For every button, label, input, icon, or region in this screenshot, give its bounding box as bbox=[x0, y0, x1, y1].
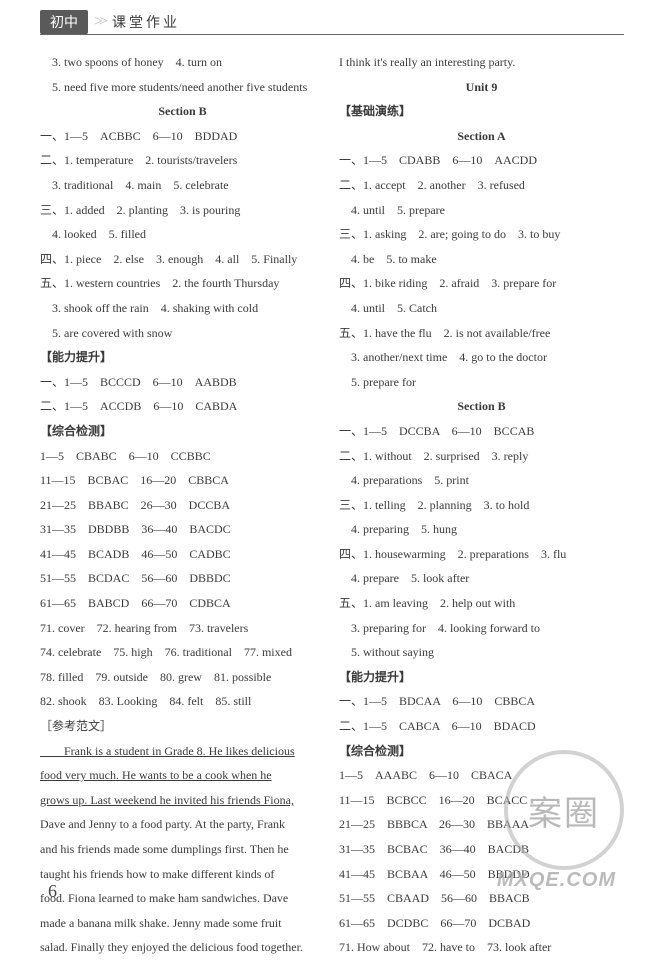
text-line: 4. preparations 5. print bbox=[339, 468, 624, 493]
text-line: 21—25 BBABC 26—30 DCCBA bbox=[40, 493, 325, 518]
text-line: ［参考范文］ bbox=[40, 714, 325, 739]
text-line: 【能力提升】 bbox=[40, 345, 325, 370]
text-line: 五、1. have the flu 2. is not available/fr… bbox=[339, 321, 624, 346]
text-line: 3. traditional 4. main 5. celebrate bbox=[40, 173, 325, 198]
text-line: 3. shook off the rain 4. shaking with co… bbox=[40, 296, 325, 321]
text-line: 4. until 5. Catch bbox=[339, 296, 624, 321]
text-line: 3. two spoons of honey 4. turn on bbox=[40, 50, 325, 75]
text-line: 三、1. telling 2. planning 3. to hold bbox=[339, 493, 624, 518]
text-line: 41—45 BCADB 46—50 CADBC bbox=[40, 542, 325, 567]
text-line: 71. How about 72. have to 73. look after bbox=[339, 935, 624, 960]
text-line: 一、1—5 BDCAA 6—10 CBBCA bbox=[339, 689, 624, 714]
text-line: 31—35 BCBAC 36—40 BACDB bbox=[339, 837, 624, 862]
text-line: 五、1. am leaving 2. help out with bbox=[339, 591, 624, 616]
text-line: Frank is a student in Grade 8. He likes … bbox=[40, 739, 325, 764]
text-line: 4. prepare 5. look after bbox=[339, 566, 624, 591]
text-line: 五、1. western countries 2. the fourth Thu… bbox=[40, 271, 325, 296]
text-line: taught his friends how to make different… bbox=[40, 862, 325, 887]
text-line: 四、1. housewarming 2. preparations 3. flu bbox=[339, 542, 624, 567]
text-line: 51—55 BCDAC 56—60 DBBDC bbox=[40, 566, 325, 591]
header-title: 课堂作业 bbox=[112, 12, 180, 32]
text-line: 1—5 AAABC 6—10 CBACA bbox=[339, 763, 624, 788]
text-line: grows up. Last weekend he invited his fr… bbox=[40, 788, 325, 813]
header-divider bbox=[40, 34, 624, 35]
text-line: 四、1. bike riding 2. afraid 3. prepare fo… bbox=[339, 271, 624, 296]
text-line: 5. are covered with snow bbox=[40, 321, 325, 346]
text-line: Dave and Jenny to a food party. At the p… bbox=[40, 812, 325, 837]
text-line: 5. prepare for bbox=[339, 370, 624, 395]
text-line: 一、1—5 BCCCD 6—10 AABDB bbox=[40, 370, 325, 395]
text-line: 4. until 5. prepare bbox=[339, 198, 624, 223]
chevron-icon: >> bbox=[94, 13, 104, 31]
text-line: 三、1. asking 2. are; going to do 3. to bu… bbox=[339, 222, 624, 247]
page-number: 6 bbox=[48, 881, 57, 902]
text-line: 41—45 BCBAA 46—50 BBDDD bbox=[339, 862, 624, 887]
right-column: I think it's really an interesting party… bbox=[339, 50, 624, 960]
text-line: 11—15 BCBCC 16—20 BCACC bbox=[339, 788, 624, 813]
text-line: food very much. He wants to be a cook wh… bbox=[40, 763, 325, 788]
text-line: 二、1. without 2. surprised 3. reply bbox=[339, 444, 624, 469]
left-column: 3. two spoons of honey 4. turn on 5. nee… bbox=[40, 50, 325, 960]
text-line: 61—65 BABCD 66—70 CDBCA bbox=[40, 591, 325, 616]
text-line: 【综合检测】 bbox=[339, 739, 624, 764]
text-line: 3. another/next time 4. go to the doctor bbox=[339, 345, 624, 370]
page-header: 初中 >> 课堂作业 bbox=[0, 0, 646, 36]
text-line: Unit 9 bbox=[339, 75, 624, 100]
text-line: I think it's really an interesting party… bbox=[339, 50, 624, 75]
content-columns: 3. two spoons of honey 4. turn on 5. nee… bbox=[0, 36, 646, 960]
text-line: food. Fiona learned to make ham sandwich… bbox=[40, 886, 325, 911]
text-line: 二、1. accept 2. another 3. refused bbox=[339, 173, 624, 198]
text-line: 31—35 DBDBB 36—40 BACDC bbox=[40, 517, 325, 542]
text-line: 【基础演练】 bbox=[339, 99, 624, 124]
text-line: 4. looked 5. filled bbox=[40, 222, 325, 247]
text-line: 二、1—5 ACCDB 6—10 CABDA bbox=[40, 394, 325, 419]
text-line: 1—5 CBABC 6—10 CCBBC bbox=[40, 444, 325, 469]
text-line: 一、1—5 CDABB 6—10 AACDD bbox=[339, 148, 624, 173]
text-line: 61—65 DCDBC 66—70 DCBAD bbox=[339, 911, 624, 936]
text-line: salad. Finally they enjoyed the deliciou… bbox=[40, 935, 325, 960]
text-line: 5. without saying bbox=[339, 640, 624, 665]
text-line: 三、1. added 2. planting 3. is pouring bbox=[40, 198, 325, 223]
text-line: Section A bbox=[339, 124, 624, 149]
text-line: 11—15 BCBAC 16—20 CBBCA bbox=[40, 468, 325, 493]
text-line: 51—55 CBAAD 56—60 BBACB bbox=[339, 886, 624, 911]
text-line: 四、1. piece 2. else 3. enough 4. all 5. F… bbox=[40, 247, 325, 272]
text-line: 71. cover 72. hearing from 73. travelers bbox=[40, 616, 325, 641]
text-line: 一、1—5 DCCBA 6—10 BCCAB bbox=[339, 419, 624, 444]
text-line: 21—25 BBBCA 26—30 BBAAA bbox=[339, 812, 624, 837]
text-line: 一、1—5 ACBBC 6—10 BDDAD bbox=[40, 124, 325, 149]
text-line: 二、1. temperature 2. tourists/travelers bbox=[40, 148, 325, 173]
text-line: 3. preparing for 4. looking forward to bbox=[339, 616, 624, 641]
text-line: 二、1—5 CABCA 6—10 BDACD bbox=[339, 714, 624, 739]
text-line: 【综合检测】 bbox=[40, 419, 325, 444]
text-line: 4. preparing 5. hung bbox=[339, 517, 624, 542]
text-line: 【能力提升】 bbox=[339, 665, 624, 690]
grade-badge: 初中 bbox=[40, 10, 88, 34]
text-line: made a banana milk shake. Jenny made som… bbox=[40, 911, 325, 936]
text-line: 4. be 5. to make bbox=[339, 247, 624, 272]
text-line: 5. need five more students/need another … bbox=[40, 75, 325, 100]
text-line: 78. filled 79. outside 80. grew 81. poss… bbox=[40, 665, 325, 690]
text-line: Section B bbox=[339, 394, 624, 419]
text-line: 82. shook 83. Looking 84. felt 85. still bbox=[40, 689, 325, 714]
text-line: and his friends made some dumplings firs… bbox=[40, 837, 325, 862]
text-line: 74. celebrate 75. high 76. traditional 7… bbox=[40, 640, 325, 665]
text-line: Section B bbox=[40, 99, 325, 124]
